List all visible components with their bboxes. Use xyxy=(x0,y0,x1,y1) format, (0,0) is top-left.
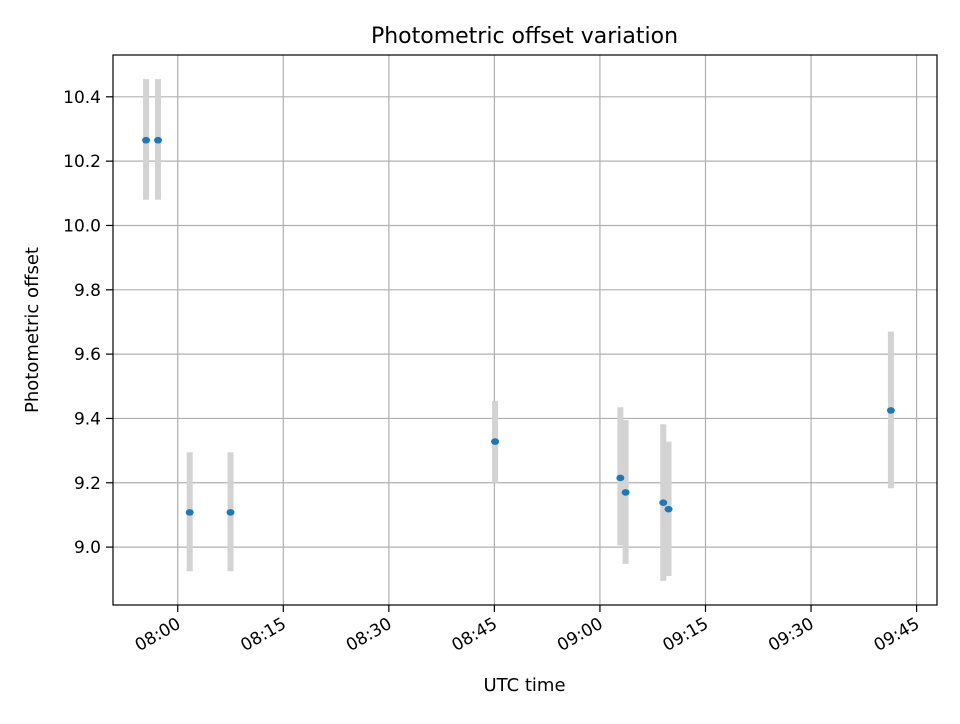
data-point xyxy=(185,509,194,516)
y-tick-label: 9.2 xyxy=(74,474,101,494)
y-tick-label: 10.4 xyxy=(63,88,101,108)
y-axis-label: Photometric offset xyxy=(22,247,43,413)
grid xyxy=(113,55,937,605)
plot-frame xyxy=(112,54,938,606)
data-point xyxy=(154,136,163,144)
data-point xyxy=(659,499,668,507)
data-point xyxy=(616,474,625,482)
data-points xyxy=(142,136,895,516)
y-tick-label: 9.4 xyxy=(74,409,101,429)
data-point xyxy=(226,509,235,516)
x-axis-label: UTC time xyxy=(483,675,565,696)
data-point xyxy=(491,438,500,445)
data-point xyxy=(621,489,630,496)
data-point xyxy=(142,136,151,144)
data-point xyxy=(664,505,673,513)
y-axis: 9.0 9.2 9.4 9.6 9.8 10.0 10.2 10.4 xyxy=(63,88,113,558)
y-tick-label: 9.8 xyxy=(74,281,101,301)
y-tick-label: 9.6 xyxy=(74,345,101,365)
data-point xyxy=(886,407,895,414)
y-tick-label: 10.2 xyxy=(63,152,101,172)
chart-title: Photometric offset variation xyxy=(371,24,678,49)
y-tick-label: 10.0 xyxy=(63,216,101,236)
y-tick-label: 9.0 xyxy=(74,538,101,558)
